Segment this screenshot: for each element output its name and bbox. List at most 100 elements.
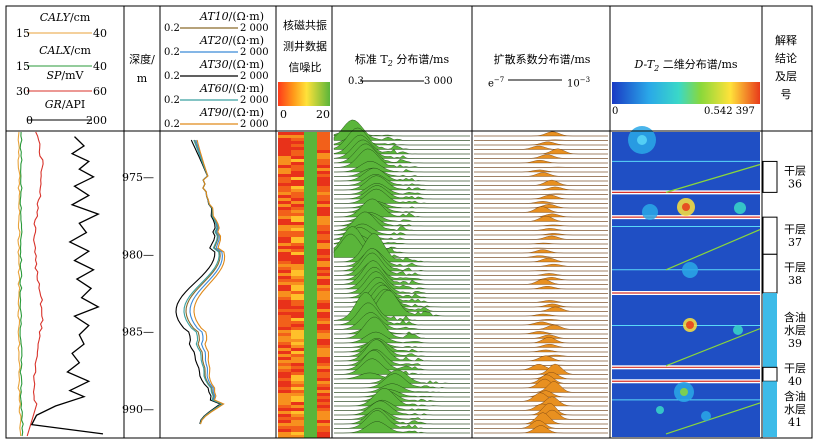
snr-cell (278, 354, 291, 357)
snr-cell (278, 231, 291, 234)
snr-cell (278, 159, 291, 162)
snr-cell (317, 141, 330, 144)
snr-cell (278, 411, 291, 414)
snr-cell (317, 417, 330, 420)
snr-cell (304, 369, 317, 372)
snr-cell (304, 411, 317, 414)
snr-cell (291, 354, 304, 357)
d-spectrum (474, 319, 608, 321)
snr-cell (304, 213, 317, 216)
snr-cell (291, 357, 304, 360)
snr-cell (304, 414, 317, 417)
snr-cell (317, 168, 330, 171)
snr-cell (317, 315, 330, 318)
snr-cell (291, 213, 304, 216)
d-spectrum (474, 139, 608, 141)
snr-cell (278, 315, 291, 318)
interp-label-line: 水层 (784, 403, 806, 416)
interp-label-1: 干层 37 (784, 223, 806, 249)
t2-spectrum (334, 277, 470, 299)
snr-cell (291, 153, 304, 156)
t2-spectrum (334, 331, 470, 344)
d-spectrum (474, 154, 608, 159)
snr-cell (278, 324, 291, 327)
frame-outer (5, 5, 813, 439)
d-spectrum (474, 213, 608, 218)
snr-cell (291, 252, 304, 255)
snr-cell (291, 159, 304, 162)
snr-cell (291, 375, 304, 378)
snr-cell (278, 360, 291, 363)
snr-cell (291, 144, 304, 147)
snr-cell (278, 393, 291, 396)
snr-cell (278, 240, 291, 243)
snr-cell (291, 180, 304, 183)
snr-cell (317, 318, 330, 321)
snr-cell (278, 132, 291, 135)
snr-cell (317, 303, 330, 306)
snr-cell (317, 399, 330, 402)
depth-tick-label-980: 980— (122, 248, 154, 261)
snr-cell (291, 378, 304, 381)
dt2-spot-9 (733, 325, 743, 335)
t2-spectrum (334, 383, 470, 393)
sp-curve (26, 131, 44, 437)
snr-cell (278, 195, 291, 198)
depth-tick-label-990: 990— (122, 403, 154, 416)
caly-header: CALY/cm (39, 11, 91, 24)
interp-label-line: 41 (788, 416, 802, 429)
snr-cell (317, 171, 330, 174)
t2-spectrum (334, 198, 470, 218)
at30-max: 2 000 (240, 71, 269, 82)
snr-cell (278, 288, 291, 291)
snr-cell (278, 318, 291, 321)
snr-cell (317, 405, 330, 408)
snr-cell (317, 201, 330, 204)
dt2-min: 0 (612, 106, 619, 117)
interp-label-line: 39 (788, 337, 802, 350)
snr-cell (278, 381, 291, 384)
snr-cell (278, 219, 291, 222)
snr-cell (304, 204, 317, 207)
snr-cell (317, 144, 330, 147)
snr-cell (304, 339, 317, 342)
at20-min: 0.2 (164, 47, 180, 58)
snr-cell (291, 396, 304, 399)
snr-cell (317, 237, 330, 240)
d-spectrum (474, 300, 608, 303)
interp-bar-1 (762, 216, 778, 255)
snr-cell (304, 159, 317, 162)
snr-cell (304, 231, 317, 234)
snr-cell (291, 414, 304, 417)
d-spectrum (474, 235, 608, 240)
snr-cell (304, 381, 317, 384)
snr-cell (317, 324, 330, 327)
snr-cell (278, 165, 291, 168)
snr-cell (304, 153, 317, 156)
snr-cell (278, 147, 291, 150)
snr-cell (317, 306, 330, 309)
snr-cell (278, 237, 291, 240)
snr-cell (278, 162, 291, 165)
snr-cell (291, 267, 304, 270)
gr-max: 200 (86, 114, 107, 127)
snr-cell (304, 300, 317, 303)
d-spectrum (474, 378, 608, 389)
snr-cell (304, 420, 317, 423)
snr-cell (278, 207, 291, 210)
at20-max: 2 000 (240, 47, 269, 58)
at90-header: AT90/(Ω·m) (199, 106, 265, 119)
snr-cell (304, 417, 317, 420)
sp-min: 30 (16, 85, 30, 98)
snr-cell (278, 402, 291, 405)
snr-cell (291, 147, 304, 150)
at10-header: AT10/(Ω·m) (199, 10, 265, 23)
at20-header: AT20/(Ω·m) (199, 34, 265, 47)
snr-cell (278, 384, 291, 387)
d-spectrum (474, 131, 608, 137)
snr-cell (304, 207, 317, 210)
snr-cell (304, 225, 317, 228)
snr-cell (291, 162, 304, 165)
snr-cell (278, 198, 291, 201)
dt2-spot-3 (682, 203, 690, 211)
